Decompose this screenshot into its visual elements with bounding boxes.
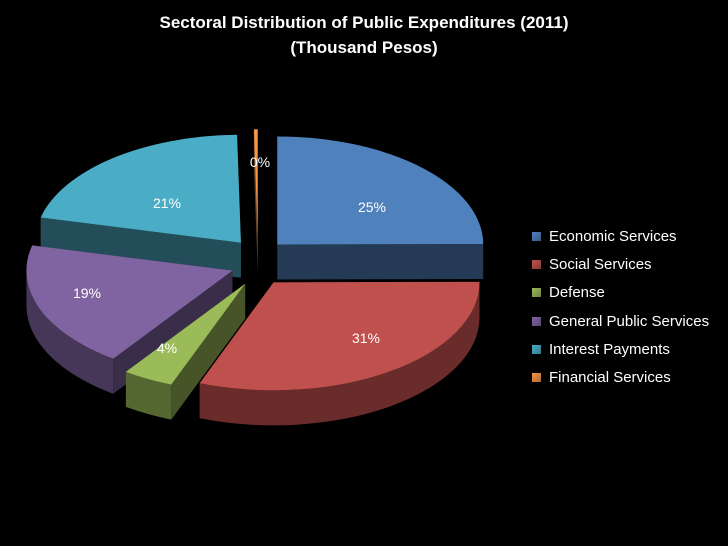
data-label-social-services: 31% <box>352 330 380 346</box>
slice-defense <box>125 283 246 420</box>
slice-side-defense <box>125 371 172 420</box>
data-label-general-public-services: 19% <box>73 285 101 301</box>
slice-wall-economic-services <box>277 243 484 280</box>
legend-label-defense: Defense <box>549 284 605 302</box>
slice-top-general-public-services <box>26 245 233 359</box>
data-label-defense: 4% <box>157 340 177 356</box>
slice-top-social-services <box>199 281 480 391</box>
legend-swatch-social-services <box>532 259 541 269</box>
legend-item-financial-services: Financial Services <box>532 363 709 391</box>
slice-economic-services <box>277 136 484 280</box>
legend-item-general-public-services: General Public Services <box>532 307 709 335</box>
legend-item-defense: Defense <box>532 279 709 307</box>
chart-subtitle: (Thousand Pesos) <box>290 38 438 57</box>
slice-side-general-public-services <box>26 270 114 394</box>
slice-side-social-services <box>199 282 480 426</box>
data-label-financial-services: 0% <box>250 154 270 170</box>
legend-swatch-financial-services <box>532 373 541 383</box>
legend-label-social-services: Social Services <box>549 255 652 273</box>
chart-title: Sectoral Distribution of Public Expendit… <box>0 10 728 60</box>
legend-label-economic-services: Economic Services <box>549 227 677 245</box>
legend-label-interest-payments: Interest Payments <box>549 340 670 358</box>
legend: Economic Services Social Services Defense G… <box>532 222 709 392</box>
legend-swatch-defense <box>532 288 541 298</box>
chart-title-main: Sectoral Distribution of Public Expendit… <box>159 13 569 32</box>
slice-wall-interest-payments <box>40 217 241 278</box>
slice-interest-payments <box>40 134 241 278</box>
legend-label-financial-services: Financial Services <box>549 369 671 387</box>
slice-top-economic-services <box>277 136 484 245</box>
data-label-interest-payments: 21% <box>153 195 181 211</box>
slice-wall-financial-services <box>253 129 258 273</box>
slice-top-financial-services <box>253 129 258 238</box>
legend-swatch-economic-services <box>532 231 541 241</box>
legend-swatch-interest-payments <box>532 344 541 354</box>
legend-swatch-general-public-services <box>532 316 541 326</box>
legend-item-economic-services: Economic Services <box>532 222 709 250</box>
legend-label-general-public-services: General Public Services <box>549 312 710 330</box>
slice-social-services <box>199 281 480 426</box>
slice-financial-services <box>253 129 258 273</box>
legend-item-social-services: Social Services <box>532 250 709 278</box>
slice-top-interest-payments <box>40 134 241 243</box>
slice-top-defense <box>125 283 246 385</box>
legend-item-interest-payments: Interest Payments <box>532 335 709 363</box>
data-label-economic-services: 25% <box>358 199 386 215</box>
